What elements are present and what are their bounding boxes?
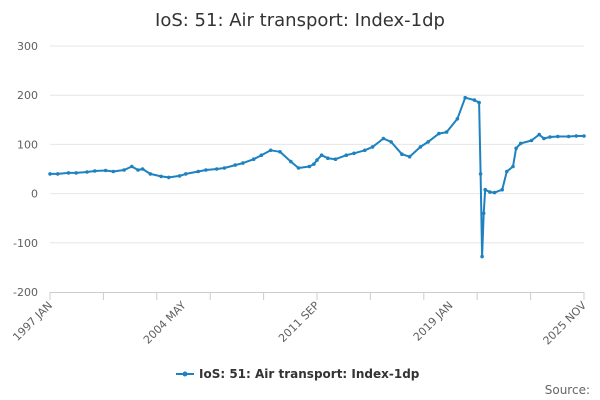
series-line [50,96,584,258]
data-point[interactable] [268,148,273,153]
data-point[interactable] [574,134,579,138]
data-point[interactable] [389,140,393,144]
data-point[interactable] [136,168,140,172]
data-point[interactable] [444,130,449,134]
data-point[interactable] [463,95,468,100]
data-point[interactable] [333,157,338,161]
data-point[interactable] [483,187,488,192]
data-point[interactable] [259,153,264,157]
data-point[interactable] [537,132,541,137]
data-point[interactable] [278,150,282,154]
data-point[interactable] [111,169,116,174]
data-point[interactable] [518,141,523,146]
x-tick-label: 2019 JAN [411,299,456,344]
data-point[interactable] [233,163,237,167]
x-tick-label: 1997 JAN [10,299,55,344]
data-point[interactable] [511,164,515,169]
data-point[interactable] [556,134,560,139]
data-point[interactable] [315,158,319,162]
y-tick-label: -200 [13,286,38,299]
data-point[interactable] [548,135,552,139]
data-point[interactable] [289,159,293,164]
data-point[interactable] [48,172,52,176]
legend-label: IoS: 51: Air transport: Index-1dp [199,367,420,381]
plot-area [48,95,586,259]
y-tick-label: 100 [17,138,38,151]
legend-marker [182,371,188,377]
data-point[interactable] [478,172,483,176]
y-tick-label: -100 [13,237,38,250]
y-tick-label: 0 [31,188,38,201]
data-point[interactable] [241,161,245,165]
data-point[interactable] [477,100,481,105]
data-point[interactable] [326,156,330,160]
x-tick-label: 2025 NOV [541,299,590,348]
data-point[interactable] [370,145,375,149]
grid-lines [50,45,584,244]
data-point[interactable] [204,168,208,172]
data-point[interactable] [55,172,60,176]
data-point[interactable] [130,164,134,169]
data-point[interactable] [177,174,182,178]
data-point[interactable] [222,166,227,170]
data-point[interactable] [582,134,586,138]
data-point[interactable] [319,153,324,157]
data-point[interactable] [480,254,484,259]
data-point[interactable] [296,166,301,170]
x-tick-label: 2011 SEP [276,299,322,345]
data-point[interactable] [407,154,412,159]
data-point[interactable] [418,145,423,149]
y-tick-label: 200 [17,89,38,102]
data-point[interactable] [251,157,256,161]
data-point[interactable] [492,190,497,195]
legend[interactable]: IoS: 51: Air transport: Index-1dp [176,367,420,381]
x-axis: 1997 JAN 2004 MAY 2011 SEP 2019 JAN 2025 NOV [10,292,589,348]
data-point[interactable] [542,136,546,141]
data-point[interactable] [472,98,477,102]
data-point[interactable] [426,140,430,144]
data-point[interactable] [566,134,571,139]
data-point[interactable] [184,172,188,176]
data-point[interactable] [140,167,145,171]
data-point[interactable] [505,169,509,174]
data-point[interactable] [167,175,171,180]
data-point[interactable] [93,169,97,173]
data-point[interactable] [196,169,200,174]
data-point[interactable] [103,168,108,173]
data-point[interactable] [381,136,386,141]
data-point[interactable] [352,151,356,156]
data-point[interactable] [307,164,312,169]
data-point[interactable] [148,172,153,176]
data-point[interactable] [488,190,492,194]
data-point[interactable] [400,152,404,156]
chart-title: IoS: 51: Air transport: Index-1dp [155,10,445,31]
data-point[interactable] [66,171,71,175]
data-point[interactable] [74,171,78,175]
data-point[interactable] [122,168,126,172]
data-point[interactable] [363,148,367,153]
y-tick-label: 300 [17,40,38,53]
data-point[interactable] [455,117,460,121]
data-point[interactable] [437,131,441,136]
y-axis: -200 -100 0 100 200 300 [13,40,38,299]
data-point[interactable] [159,174,163,179]
data-point[interactable] [500,187,505,192]
data-point[interactable] [312,162,316,166]
data-point[interactable] [214,167,219,171]
data-point[interactable] [529,138,534,143]
data-point[interactable] [344,153,349,157]
x-tick-label: 2004 MAY [141,299,189,347]
data-point[interactable] [85,170,89,174]
source-label: Source: [545,383,590,397]
data-point[interactable] [514,146,518,151]
data-point[interactable] [481,211,486,216]
